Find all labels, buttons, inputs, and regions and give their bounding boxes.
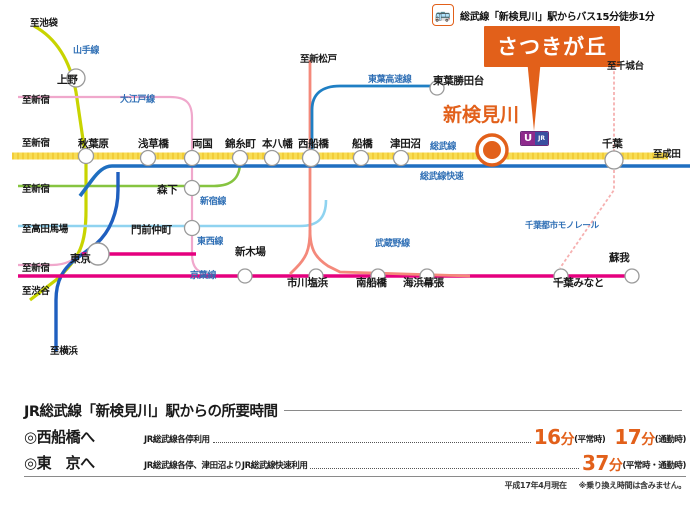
bus-access-text: 総武線「新検見川」駅からバス15分徒歩1分 [460, 11, 655, 23]
station-label-7: 船橋 [352, 138, 373, 150]
station-label-6: 西船橋 [298, 138, 329, 150]
jr-badge-right: JR [535, 132, 548, 145]
line-sobu-rapid-curve [78, 164, 113, 198]
direction-label-0: 至池袋 [30, 18, 58, 29]
line-label-9: 千葉都市モノレール [525, 221, 599, 231]
direction-label-2: 至新宿 [22, 138, 50, 149]
station-label-10: 東葉勝田台 [433, 75, 484, 87]
station-label-19: 蘇我 [609, 252, 630, 264]
direction-label-10: 至成田 [653, 149, 681, 160]
line-oedo-upper [18, 95, 213, 276]
station-label-13: 東京 [70, 253, 91, 265]
row-cond-normal: (平常時) [574, 435, 606, 445]
station-markers [66, 68, 640, 284]
line-musashino-south [289, 152, 312, 275]
line-label-1: 大江戸線 [120, 95, 155, 105]
station-label-4: 錦糸町 [225, 138, 256, 150]
row-destination: ◎東 京へ [24, 454, 95, 472]
line-label-4: 東葉高速線 [368, 75, 412, 85]
station-label-9: 千葉 [602, 138, 623, 150]
jr-logo-badge: U JR [520, 131, 549, 146]
line-chiba-monorail [559, 66, 615, 269]
direction-label-4: 至高田馬場 [22, 224, 69, 235]
row-via: JR総武線各停利用 [144, 435, 210, 445]
callout-tail [527, 59, 541, 131]
direction-label-3: 至新宿 [22, 184, 50, 195]
direction-label-6: 至渋谷 [22, 286, 50, 297]
station-label-2: 浅草橋 [138, 138, 169, 150]
travel-row-tokyo: ◎東 京へ JR総武線各停、津田沼よりJR総武線快速利用 37分 (平常時・通勤… [24, 452, 686, 473]
line-label-0: 山手線 [73, 46, 100, 56]
station-label-3: 両国 [192, 138, 213, 150]
station-label-8: 津田沼 [390, 138, 421, 150]
line-label-6: 東西線 [197, 237, 224, 247]
station-label-1: 秋葉原 [78, 138, 109, 150]
line-musashino-east [308, 229, 471, 278]
panel-title-row: JR総武線「新検見川」駅からの所要時間 [24, 400, 682, 421]
title-rule [283, 410, 682, 411]
row-dot-leader [212, 442, 531, 443]
row-destination: ◎西船橋へ [24, 428, 95, 446]
row-time-normal: 16分 [533, 425, 575, 449]
railway-lines-svg [12, 24, 690, 352]
station-label-16: 南船橋 [356, 277, 387, 289]
travel-row-nishifunabashi: ◎西船橋へ JR総武線各停利用 16分 (平常時) 17分 (通勤時) [24, 426, 686, 447]
line-label-2: 総武線 [430, 142, 457, 152]
highlight-station-marker [475, 133, 509, 167]
direction-label-8: 至新松戸 [300, 54, 337, 65]
station-label-0: 上野 [57, 74, 78, 86]
direction-label-9: 至千城台 [607, 61, 644, 72]
line-toyo-rapid [310, 84, 437, 162]
panel-bottom-rule [24, 476, 686, 477]
row-dot-leader [310, 468, 579, 469]
direction-label-1: 至新宿 [22, 95, 50, 106]
row-cond-normal: (平常時・通勤時) [622, 461, 686, 471]
station-label-17: 海浜幕張 [403, 277, 444, 289]
station-label-14: 新木場 [235, 246, 266, 258]
row-cond-commute: (通勤時) [654, 435, 687, 445]
line-label-3: 総武線快速 [420, 172, 464, 182]
line-label-5: 新宿線 [200, 197, 227, 207]
station-label-12: 門前仲町 [131, 224, 172, 236]
travel-time-panel: JR総武線「新検見川」駅からの所要時間 ◎西船橋へ JR総武線各停利用 16分 … [0, 380, 700, 525]
panel-footnote: 平成17年4月現在 ※乗り換え時間は含みません。 [504, 480, 687, 491]
line-label-7: 京葉線 [190, 271, 217, 281]
highlight-station-name: 新検見川 [443, 104, 520, 126]
railway-map: さつきが丘 🚌 総武線「新検見川」駅からバス15分徒歩1分 新検見川 U JR … [12, 4, 690, 357]
direction-label-7: 至横浜 [50, 346, 78, 357]
panel-title: JR総武線「新検見川」駅からの所要時間 [24, 404, 278, 420]
station-label-15: 市川塩浜 [287, 277, 328, 289]
jr-badge-left: U [521, 132, 536, 145]
bus-access-note: 🚌 総武線「新検見川」駅からバス15分徒歩1分 [432, 4, 655, 26]
footnote-note: ※乗り換え時間は含みません。 [578, 481, 687, 490]
line-label-8: 武蔵野線 [375, 239, 410, 249]
station-label-11: 森下 [157, 184, 178, 196]
line-tozai [18, 199, 328, 228]
footnote-date: 平成17年4月現在 [504, 481, 567, 490]
direction-label-5: 至新宿 [22, 263, 50, 274]
row-time-normal: 37分 [581, 451, 623, 475]
station-label-5: 本八幡 [262, 138, 293, 150]
station-label-18: 千葉みなと [553, 277, 604, 289]
bus-icon: 🚌 [432, 4, 454, 26]
row-via: JR総武線各停、津田沼よりJR総武線快速利用 [144, 461, 308, 471]
callout-satsukigaoka: さつきが丘 [484, 26, 620, 67]
row-time-commute: 17分 [614, 425, 655, 449]
